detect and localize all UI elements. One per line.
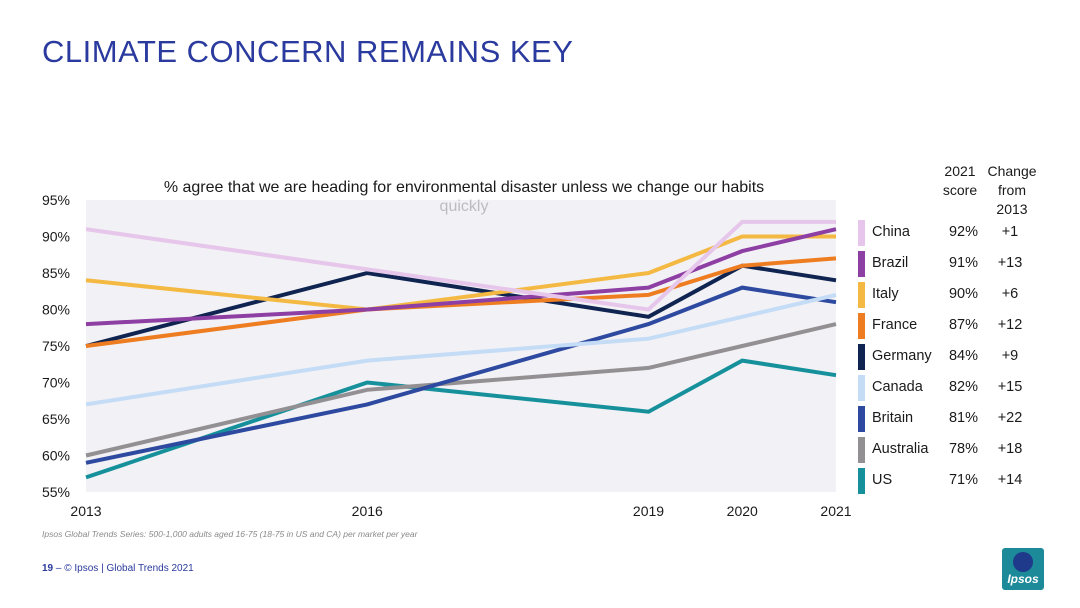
series-line-germany bbox=[85, 263, 837, 348]
y-tick-label: 95% bbox=[42, 192, 70, 208]
series-line-britain bbox=[85, 285, 837, 465]
series-line-brazil bbox=[85, 227, 837, 327]
legend-row-canada: Canada 82% +15 bbox=[858, 375, 1038, 401]
y-tick-label: 70% bbox=[42, 375, 70, 391]
y-tick-label: 65% bbox=[42, 411, 70, 427]
legend-country: China bbox=[872, 224, 910, 240]
legend-swatch bbox=[858, 282, 865, 308]
legend-score: 71% bbox=[948, 472, 978, 488]
page-number: 19 bbox=[42, 563, 54, 574]
legend-row-france: France 87% +12 bbox=[858, 313, 1038, 339]
x-tick-label: 2016 bbox=[352, 503, 383, 519]
legend-country: Britain bbox=[872, 410, 914, 426]
legend-score: 81% bbox=[948, 410, 978, 426]
y-tick-label: 85% bbox=[42, 265, 70, 281]
footer-text: © Ipsos | Global Trends 2021 bbox=[64, 563, 194, 574]
legend-swatch bbox=[858, 406, 865, 432]
x-tick-label: 2013 bbox=[70, 503, 101, 519]
chart-title-line-1: % agree that we are heading for environm… bbox=[164, 179, 764, 196]
logo-mark-icon bbox=[1013, 552, 1033, 572]
legend-country: Brazil bbox=[872, 255, 909, 271]
legend-row-germany: Germany 84% +9 bbox=[858, 344, 1038, 370]
series-line-france bbox=[85, 256, 837, 348]
legend-score: 87% bbox=[948, 317, 978, 333]
y-tick-label: 60% bbox=[42, 448, 70, 464]
y-tick-label: 75% bbox=[42, 338, 70, 354]
footnote: Ipsos Global Trends Series: 500-1,000 ad… bbox=[42, 529, 418, 539]
legend-row-australia: Australia 78% +18 bbox=[858, 437, 1038, 463]
legend-swatch bbox=[858, 313, 865, 339]
legend-country: Australia bbox=[872, 441, 929, 457]
footer: 19 – © Ipsos | Global Trends 2021 bbox=[42, 563, 194, 574]
legend-swatch bbox=[858, 344, 865, 370]
y-tick-label: 80% bbox=[42, 302, 70, 318]
legend-row-italy: Italy 90% +6 bbox=[858, 282, 1038, 308]
series-line-italy bbox=[85, 234, 836, 312]
legend-swatch bbox=[858, 220, 865, 246]
legend-row-britain: Britain 81% +22 bbox=[858, 406, 1038, 432]
legend-score: 84% bbox=[948, 348, 978, 364]
x-tick-label: 2019 bbox=[633, 503, 664, 519]
legend-change: +1 bbox=[1001, 224, 1019, 240]
legend-row-china: China 92% +1 bbox=[858, 220, 1038, 246]
x-tick-label: 2021 bbox=[820, 503, 851, 519]
footer-separator: – bbox=[53, 563, 65, 574]
legend-swatch bbox=[858, 437, 865, 463]
legend-score: 78% bbox=[948, 441, 978, 457]
legend-change: +9 bbox=[1001, 348, 1019, 364]
legend-change: +22 bbox=[997, 410, 1023, 426]
x-tick-label: 2020 bbox=[727, 503, 758, 519]
legend-country: Italy bbox=[872, 286, 899, 302]
legend-header-score: 2021 score bbox=[942, 163, 978, 198]
series-line-australia bbox=[85, 322, 837, 458]
legend-score: 91% bbox=[948, 255, 978, 271]
chart-title: % agree that we are heading for environm… bbox=[164, 179, 764, 215]
legend-score: 90% bbox=[948, 286, 978, 302]
legend-change: +14 bbox=[997, 472, 1023, 488]
legend-change: +13 bbox=[997, 255, 1023, 271]
legend-swatch bbox=[858, 251, 865, 277]
legend-change: +15 bbox=[997, 379, 1023, 395]
legend-row-us: US 71% +14 bbox=[858, 468, 1038, 494]
legend-score: 82% bbox=[948, 379, 978, 395]
ipsos-logo: Ipsos bbox=[1002, 548, 1044, 590]
y-tick-label: 55% bbox=[42, 484, 70, 500]
legend-country: Canada bbox=[872, 379, 923, 395]
legend-country: France bbox=[872, 317, 918, 333]
legend-change: +18 bbox=[997, 441, 1023, 457]
legend-change: +12 bbox=[997, 317, 1023, 333]
legend-country: Germany bbox=[872, 348, 932, 364]
legend-swatch bbox=[858, 375, 865, 401]
series-line-china bbox=[85, 219, 836, 312]
logo-text: Ipsos bbox=[1007, 572, 1039, 586]
series-line-canada bbox=[85, 292, 837, 407]
chart-title-line-2: quickly bbox=[440, 198, 489, 215]
legend-header-change: Change from 2013 bbox=[987, 163, 1037, 217]
legend-row-brazil: Brazil 91% +13 bbox=[858, 251, 1038, 277]
legend-country: US bbox=[872, 472, 893, 488]
slide-title: CLIMATE CONCERN REMAINS KEY bbox=[42, 34, 574, 69]
legend-swatch bbox=[858, 468, 865, 494]
legend-score: 92% bbox=[948, 224, 978, 240]
series-line-us bbox=[85, 358, 837, 480]
y-tick-label: 90% bbox=[42, 229, 70, 245]
legend-change: +6 bbox=[1001, 286, 1019, 302]
